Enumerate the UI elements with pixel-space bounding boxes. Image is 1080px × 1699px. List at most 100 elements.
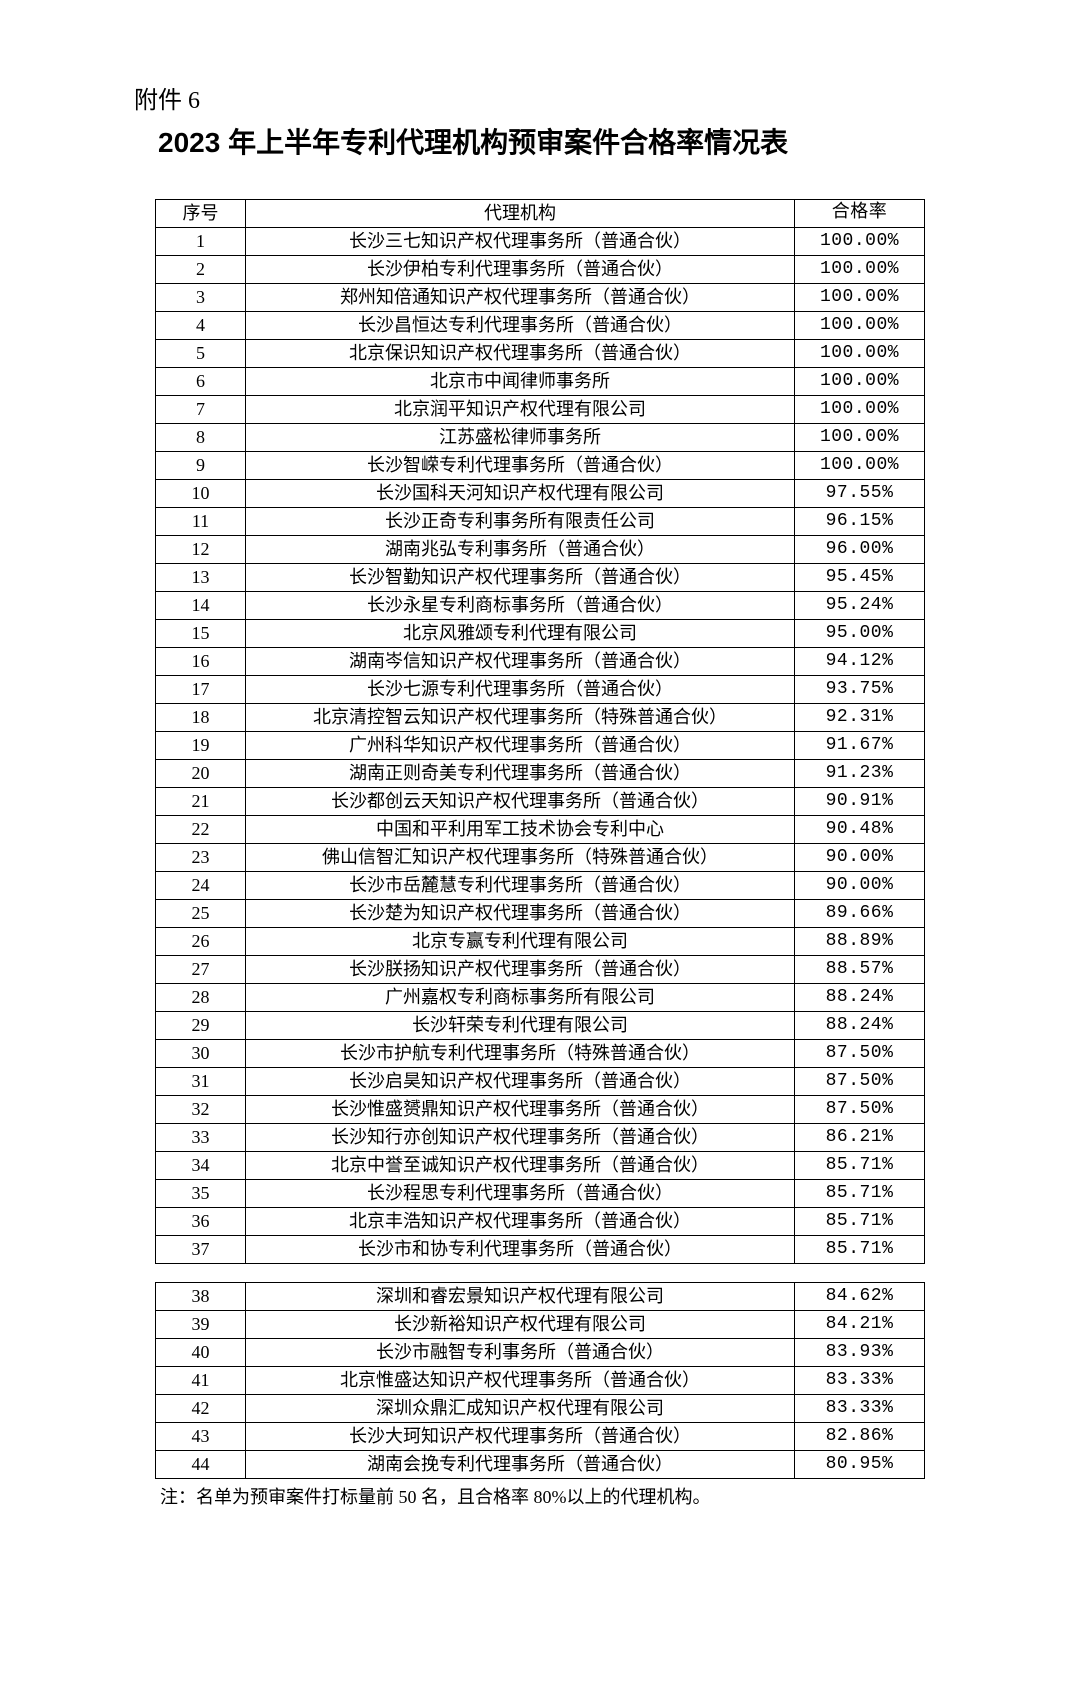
cell-rate: 83.33% <box>795 1367 925 1395</box>
table-body-continued: 38深圳和睿宏景知识产权代理有限公司84.62%39长沙新裕知识产权代理有限公司… <box>156 1283 925 1479</box>
table-row: 40长沙市融智专利事务所（普通合伙）83.93% <box>156 1339 925 1367</box>
cell-rate: 86.21% <box>795 1124 925 1152</box>
table-row: 39长沙新裕知识产权代理有限公司84.21% <box>156 1311 925 1339</box>
cell-rate: 84.21% <box>795 1311 925 1339</box>
table-row: 3郑州知倍通知识产权代理事务所（普通合伙）100.00% <box>156 284 925 312</box>
table-row: 37长沙市和协专利代理事务所（普通合伙）85.71% <box>156 1236 925 1264</box>
cell-agency: 长沙新裕知识产权代理有限公司 <box>246 1311 795 1339</box>
cell-rate: 100.00% <box>795 340 925 368</box>
cell-rate: 88.24% <box>795 984 925 1012</box>
cell-index: 6 <box>156 368 246 396</box>
cell-index: 19 <box>156 732 246 760</box>
table-row: 26北京专赢专利代理有限公司88.89% <box>156 928 925 956</box>
cell-agency: 北京市中闻律师事务所 <box>246 368 795 396</box>
cell-agency: 湖南岑信知识产权代理事务所（普通合伙） <box>246 648 795 676</box>
cell-agency: 广州科华知识产权代理事务所（普通合伙） <box>246 732 795 760</box>
table-row: 16湖南岑信知识产权代理事务所（普通合伙）94.12% <box>156 648 925 676</box>
table-row: 44湖南会挽专利代理事务所（普通合伙）80.95% <box>156 1451 925 1479</box>
cell-rate: 90.91% <box>795 788 925 816</box>
cell-index: 9 <box>156 452 246 480</box>
cell-rate: 87.50% <box>795 1040 925 1068</box>
cell-agency: 北京惟盛达知识产权代理事务所（普通合伙） <box>246 1367 795 1395</box>
table-row: 34北京中誉至诚知识产权代理事务所（普通合伙）85.71% <box>156 1152 925 1180</box>
cell-agency: 长沙市岳麓慧专利代理事务所（普通合伙） <box>246 872 795 900</box>
table-row: 30长沙市护航专利代理事务所（特殊普通合伙）87.50% <box>156 1040 925 1068</box>
cell-agency: 湖南正则奇美专利代理事务所（普通合伙） <box>246 760 795 788</box>
table-row: 22中国和平利用军工技术协会专利中心90.48% <box>156 816 925 844</box>
cell-agency: 江苏盛松律师事务所 <box>246 424 795 452</box>
cell-index: 41 <box>156 1367 246 1395</box>
table-row: 20湖南正则奇美专利代理事务所（普通合伙）91.23% <box>156 760 925 788</box>
cell-index: 43 <box>156 1423 246 1451</box>
cell-rate: 88.89% <box>795 928 925 956</box>
table-row: 25长沙楚为知识产权代理事务所（普通合伙）89.66% <box>156 900 925 928</box>
cell-index: 31 <box>156 1068 246 1096</box>
cell-rate: 96.15% <box>795 508 925 536</box>
cell-index: 36 <box>156 1208 246 1236</box>
table-row: 5北京保识知识产权代理事务所（普通合伙）100.00% <box>156 340 925 368</box>
cell-index: 18 <box>156 704 246 732</box>
cell-agency: 北京中誉至诚知识产权代理事务所（普通合伙） <box>246 1152 795 1180</box>
cell-index: 21 <box>156 788 246 816</box>
col-header-index: 序号 <box>156 200 246 228</box>
cell-index: 1 <box>156 228 246 256</box>
cell-rate: 100.00% <box>795 284 925 312</box>
cell-agency: 长沙七源专利代理事务所（普通合伙） <box>246 676 795 704</box>
cell-rate: 100.00% <box>795 396 925 424</box>
cell-index: 14 <box>156 592 246 620</box>
table-row: 36北京丰浩知识产权代理事务所（普通合伙）85.71% <box>156 1208 925 1236</box>
cell-index: 7 <box>156 396 246 424</box>
cell-index: 44 <box>156 1451 246 1479</box>
cell-agency: 广州嘉权专利商标事务所有限公司 <box>246 984 795 1012</box>
cell-agency: 长沙轩荣专利代理有限公司 <box>246 1012 795 1040</box>
cell-index: 37 <box>156 1236 246 1264</box>
table-row: 9长沙智嵘专利代理事务所（普通合伙）100.00% <box>156 452 925 480</box>
cell-index: 15 <box>156 620 246 648</box>
cell-rate: 100.00% <box>795 312 925 340</box>
cell-index: 39 <box>156 1311 246 1339</box>
table-row: 2长沙伊柏专利代理事务所（普通合伙）100.00% <box>156 256 925 284</box>
cell-agency: 长沙朕扬知识产权代理事务所（普通合伙） <box>246 956 795 984</box>
page-title: 2023 年上半年专利代理机构预审案件合格率情况表 <box>158 121 950 161</box>
cell-agency: 北京风雅颂专利代理有限公司 <box>246 620 795 648</box>
cell-index: 3 <box>156 284 246 312</box>
cell-rate: 100.00% <box>795 368 925 396</box>
cell-agency: 长沙伊柏专利代理事务所（普通合伙） <box>246 256 795 284</box>
cell-agency: 长沙都创云天知识产权代理事务所（普通合伙） <box>246 788 795 816</box>
cell-agency: 湖南会挽专利代理事务所（普通合伙） <box>246 1451 795 1479</box>
cell-agency: 长沙知行亦创知识产权代理事务所（普通合伙） <box>246 1124 795 1152</box>
cell-rate: 87.50% <box>795 1068 925 1096</box>
table-row: 4长沙昌恒达专利代理事务所（普通合伙）100.00% <box>156 312 925 340</box>
cell-rate: 91.67% <box>795 732 925 760</box>
cell-index: 35 <box>156 1180 246 1208</box>
cell-index: 12 <box>156 536 246 564</box>
cell-index: 2 <box>156 256 246 284</box>
cell-agency: 北京清控智云知识产权代理事务所（特殊普通合伙） <box>246 704 795 732</box>
cell-index: 23 <box>156 844 246 872</box>
cell-rate: 100.00% <box>795 424 925 452</box>
cell-rate: 96.00% <box>795 536 925 564</box>
cell-agency: 长沙程思专利代理事务所（普通合伙） <box>246 1180 795 1208</box>
cell-rate: 95.24% <box>795 592 925 620</box>
cell-agency: 长沙正奇专利事务所有限责任公司 <box>246 508 795 536</box>
table-row: 28广州嘉权专利商标事务所有限公司88.24% <box>156 984 925 1012</box>
table-row: 6北京市中闻律师事务所100.00% <box>156 368 925 396</box>
cell-index: 10 <box>156 480 246 508</box>
table-row: 38深圳和睿宏景知识产权代理有限公司84.62% <box>156 1283 925 1311</box>
cell-index: 28 <box>156 984 246 1012</box>
cell-agency: 深圳和睿宏景知识产权代理有限公司 <box>246 1283 795 1311</box>
cell-index: 20 <box>156 760 246 788</box>
table-row: 21长沙都创云天知识产权代理事务所（普通合伙）90.91% <box>156 788 925 816</box>
table-row: 35长沙程思专利代理事务所（普通合伙）85.71% <box>156 1180 925 1208</box>
cell-rate: 100.00% <box>795 452 925 480</box>
cell-rate: 93.75% <box>795 676 925 704</box>
table-row: 32长沙惟盛赟鼎知识产权代理事务所（普通合伙）87.50% <box>156 1096 925 1124</box>
attachment-label: 附件 6 <box>134 80 950 115</box>
cell-rate: 97.55% <box>795 480 925 508</box>
table-row: 7北京润平知识产权代理有限公司100.00% <box>156 396 925 424</box>
cell-rate: 85.71% <box>795 1152 925 1180</box>
cell-agency: 北京保识知识产权代理事务所（普通合伙） <box>246 340 795 368</box>
cell-rate: 100.00% <box>795 256 925 284</box>
cell-index: 17 <box>156 676 246 704</box>
cell-index: 27 <box>156 956 246 984</box>
